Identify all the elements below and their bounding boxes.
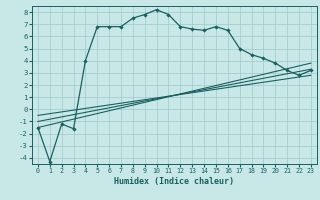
X-axis label: Humidex (Indice chaleur): Humidex (Indice chaleur) [115, 177, 234, 186]
